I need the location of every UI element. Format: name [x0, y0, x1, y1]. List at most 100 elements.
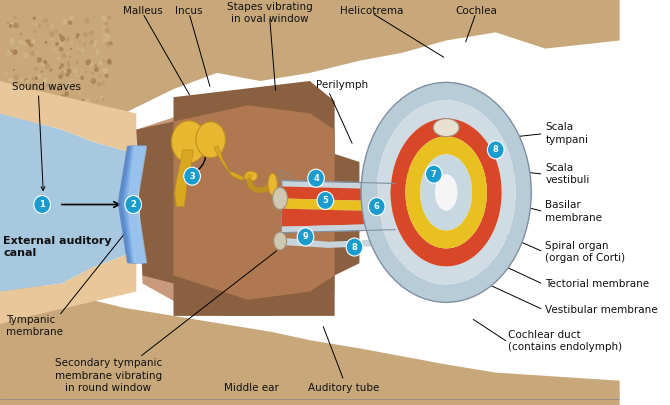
- Circle shape: [61, 82, 64, 85]
- Polygon shape: [282, 198, 393, 212]
- Circle shape: [64, 51, 68, 56]
- Polygon shape: [136, 101, 334, 316]
- Circle shape: [48, 98, 50, 101]
- Polygon shape: [136, 81, 359, 316]
- Circle shape: [92, 43, 96, 47]
- Circle shape: [36, 51, 38, 54]
- Circle shape: [369, 198, 385, 215]
- Circle shape: [29, 42, 34, 47]
- Circle shape: [54, 95, 58, 98]
- Circle shape: [38, 92, 44, 98]
- Circle shape: [34, 23, 37, 26]
- Circle shape: [43, 60, 48, 64]
- Circle shape: [34, 88, 37, 91]
- Polygon shape: [0, 113, 136, 292]
- Circle shape: [50, 31, 55, 37]
- Ellipse shape: [268, 173, 277, 195]
- Ellipse shape: [435, 175, 457, 210]
- Text: Middle ear: Middle ear: [224, 383, 279, 393]
- Circle shape: [14, 49, 17, 52]
- Polygon shape: [119, 146, 143, 263]
- Circle shape: [90, 78, 96, 84]
- Circle shape: [17, 96, 23, 101]
- Circle shape: [96, 81, 102, 87]
- Circle shape: [60, 95, 65, 100]
- Circle shape: [107, 28, 109, 31]
- Circle shape: [27, 79, 29, 82]
- Circle shape: [13, 86, 19, 92]
- Circle shape: [90, 79, 92, 81]
- Circle shape: [57, 87, 60, 91]
- Polygon shape: [282, 181, 395, 232]
- Circle shape: [25, 79, 28, 83]
- Circle shape: [23, 52, 28, 58]
- Circle shape: [66, 38, 70, 42]
- Circle shape: [13, 47, 19, 53]
- Circle shape: [76, 75, 78, 77]
- Polygon shape: [0, 284, 620, 405]
- Text: Perilymph: Perilymph: [316, 80, 368, 90]
- Circle shape: [66, 61, 70, 64]
- Circle shape: [95, 49, 100, 54]
- Circle shape: [5, 19, 9, 23]
- Polygon shape: [282, 235, 391, 248]
- Text: Vestibular membrane: Vestibular membrane: [545, 305, 658, 315]
- Circle shape: [80, 76, 84, 80]
- Circle shape: [487, 141, 504, 159]
- Circle shape: [67, 83, 72, 88]
- Circle shape: [109, 41, 113, 45]
- Circle shape: [6, 50, 11, 56]
- Circle shape: [103, 39, 105, 42]
- Circle shape: [41, 62, 45, 66]
- Circle shape: [11, 22, 14, 26]
- Circle shape: [36, 94, 40, 99]
- Polygon shape: [214, 146, 245, 180]
- Polygon shape: [405, 136, 487, 248]
- Circle shape: [103, 60, 105, 63]
- Circle shape: [62, 53, 67, 58]
- Polygon shape: [361, 82, 531, 303]
- Circle shape: [6, 20, 9, 24]
- Polygon shape: [245, 173, 253, 179]
- Circle shape: [100, 80, 105, 85]
- Circle shape: [30, 85, 33, 89]
- Circle shape: [71, 78, 73, 80]
- Circle shape: [24, 100, 28, 104]
- Polygon shape: [118, 146, 143, 263]
- Circle shape: [76, 48, 80, 53]
- Circle shape: [102, 98, 105, 101]
- Polygon shape: [282, 209, 393, 227]
- Polygon shape: [0, 81, 136, 154]
- Circle shape: [88, 60, 94, 66]
- Circle shape: [346, 238, 362, 256]
- Circle shape: [78, 40, 81, 43]
- Text: Cochlea: Cochlea: [455, 6, 497, 16]
- Circle shape: [106, 33, 111, 39]
- Circle shape: [13, 75, 19, 81]
- Circle shape: [41, 70, 43, 73]
- Text: 8: 8: [352, 243, 357, 252]
- Circle shape: [56, 57, 60, 61]
- Circle shape: [68, 56, 71, 59]
- Circle shape: [68, 21, 72, 25]
- Circle shape: [38, 24, 42, 27]
- Circle shape: [34, 82, 36, 85]
- Circle shape: [64, 91, 69, 96]
- Circle shape: [33, 17, 36, 20]
- Circle shape: [13, 69, 15, 71]
- Circle shape: [81, 49, 84, 53]
- Circle shape: [98, 62, 100, 64]
- Text: Auditory tube: Auditory tube: [308, 383, 380, 393]
- Text: Incus: Incus: [176, 6, 203, 16]
- Text: 4: 4: [313, 174, 319, 183]
- Circle shape: [69, 16, 73, 20]
- Circle shape: [76, 60, 79, 64]
- Circle shape: [46, 83, 48, 86]
- Circle shape: [42, 93, 46, 98]
- Circle shape: [297, 228, 314, 246]
- Circle shape: [96, 100, 98, 102]
- Circle shape: [30, 39, 36, 45]
- Circle shape: [19, 40, 23, 44]
- Circle shape: [85, 60, 91, 66]
- Circle shape: [125, 196, 141, 213]
